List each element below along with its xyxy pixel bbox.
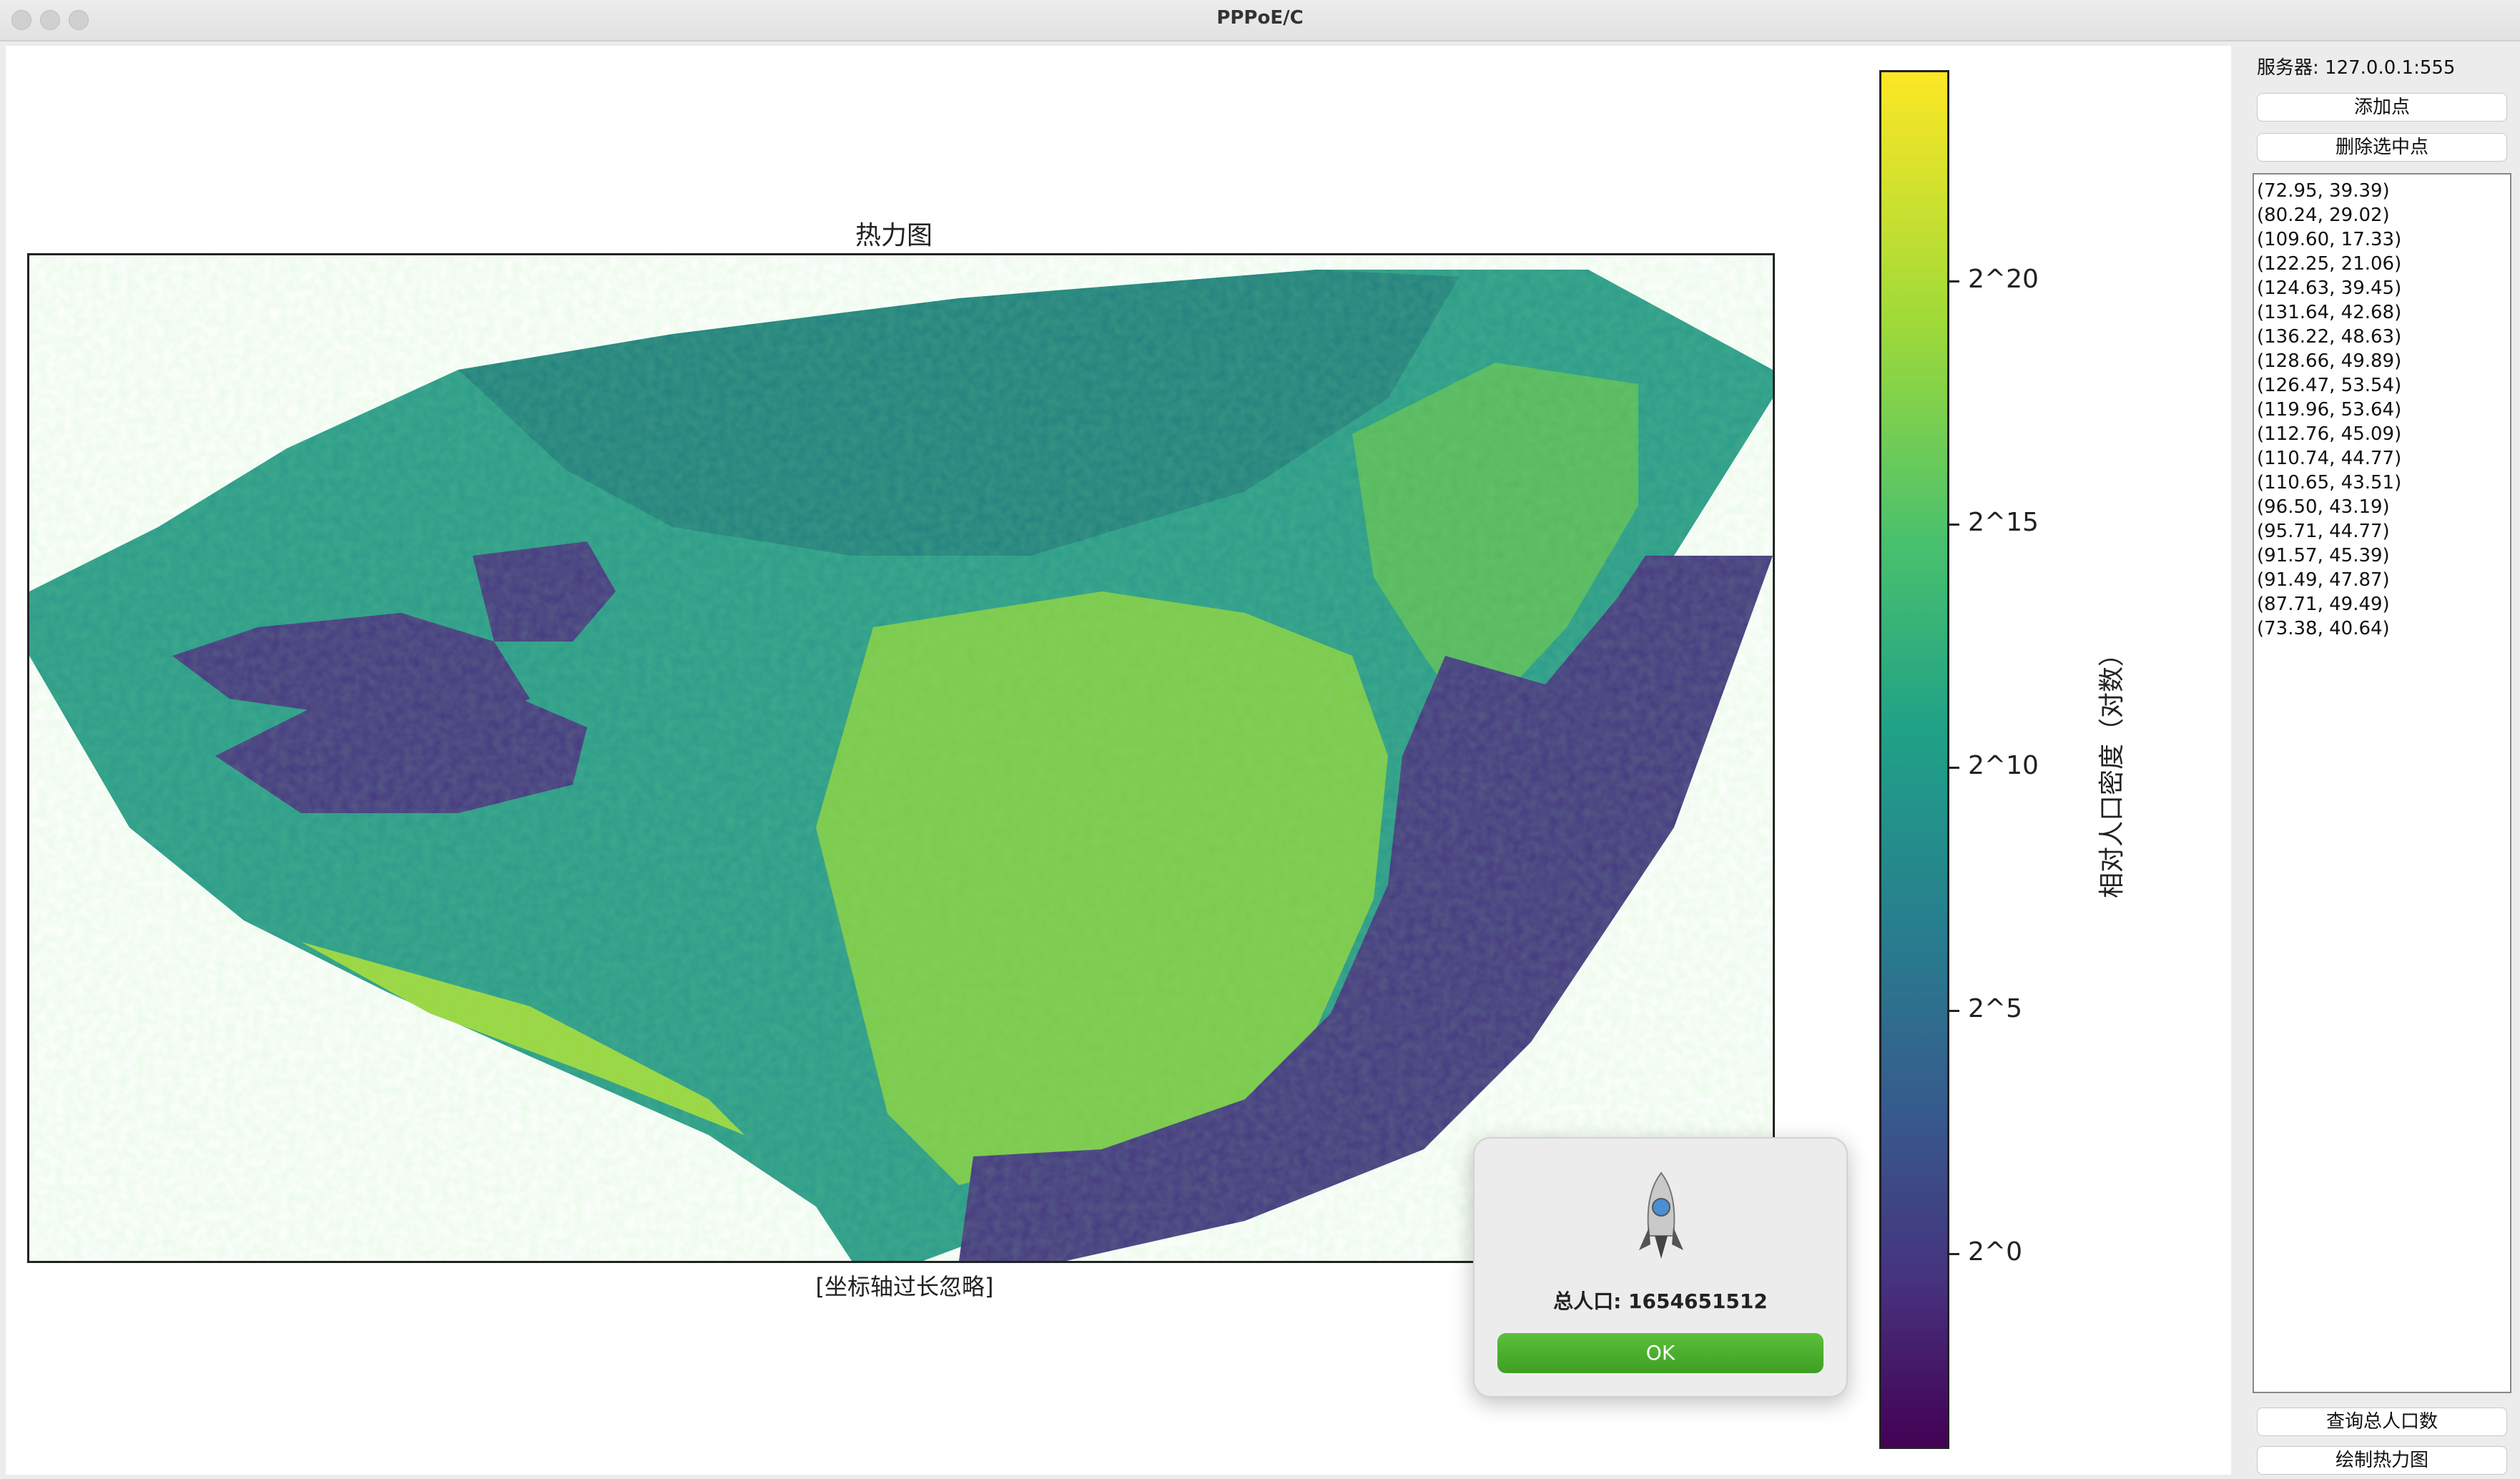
- list-item[interactable]: (72.95, 39.39): [2257, 180, 2390, 202]
- heatmap-image: [29, 255, 1773, 1261]
- list-item[interactable]: (112.76, 45.09): [2257, 423, 2402, 445]
- minimize-window-button[interactable]: [40, 10, 60, 30]
- list-item[interactable]: (91.49, 47.87): [2257, 569, 2390, 591]
- list-item[interactable]: (73.38, 40.64): [2257, 618, 2390, 639]
- colorbar-tick-label: 2^15: [1968, 508, 2039, 537]
- points-list[interactable]: (72.95, 39.39) (80.24, 29.02) (109.60, 1…: [2253, 173, 2511, 1393]
- rocket-icon: [1636, 1170, 1686, 1263]
- list-item[interactable]: (95.71, 44.77): [2257, 521, 2390, 542]
- draw-heatmap-button[interactable]: 绘制热力图: [2257, 1446, 2507, 1475]
- colorbar-tick-label: 2^20: [1968, 265, 2039, 294]
- colorbar-tick-label: 2^0: [1968, 1237, 2022, 1267]
- list-item[interactable]: (110.65, 43.51): [2257, 472, 2402, 493]
- colorbar-tick-label: 2^5: [1968, 994, 2022, 1023]
- delete-selected-point-button[interactable]: 删除选中点: [2257, 133, 2507, 162]
- list-item[interactable]: (87.71, 49.49): [2257, 594, 2390, 615]
- colorbar-tick-label: 2^10: [1968, 751, 2039, 780]
- list-item[interactable]: (96.50, 43.19): [2257, 496, 2390, 518]
- ok-button[interactable]: OK: [1497, 1333, 1823, 1373]
- query-total-population-button[interactable]: 查询总人口数: [2257, 1407, 2507, 1436]
- list-item[interactable]: (136.22, 48.63): [2257, 326, 2402, 348]
- list-item[interactable]: (109.60, 17.33): [2257, 229, 2402, 250]
- list-item[interactable]: (80.24, 29.02): [2257, 205, 2390, 226]
- axes-caption: [坐标轴过长忽略]: [815, 1273, 994, 1300]
- colorbar-tick: [1949, 1010, 1959, 1012]
- colorbar: [1879, 70, 1949, 1449]
- heatmap-axes: [27, 253, 1775, 1263]
- server-label: 服务器: 127.0.0.1:555: [2257, 57, 2456, 79]
- list-item[interactable]: (126.47, 53.54): [2257, 375, 2402, 396]
- list-item[interactable]: (119.96, 53.64): [2257, 399, 2402, 421]
- list-item[interactable]: (124.63, 39.45): [2257, 277, 2402, 299]
- list-item[interactable]: (122.25, 21.06): [2257, 253, 2402, 275]
- heatmap-title: 热力图: [855, 221, 932, 250]
- control-sidebar: 服务器: 127.0.0.1:555 添加点 删除选中点 (72.95, 39.…: [2240, 46, 2520, 1479]
- list-item[interactable]: (110.74, 44.77): [2257, 448, 2402, 469]
- colorbar-tick: [1949, 280, 1959, 282]
- colorbar-tick: [1949, 524, 1959, 526]
- list-item[interactable]: (128.66, 49.89): [2257, 350, 2402, 372]
- population-alert-dialog: 总人口: 1654651512 OK: [1473, 1137, 1848, 1397]
- add-point-button[interactable]: 添加点: [2257, 93, 2507, 122]
- window-title: PPPoE/C: [1216, 7, 1304, 29]
- title-bar: PPPoE/C: [0, 0, 2520, 41]
- total-population-message: 总人口: 1654651512: [1553, 1289, 1768, 1313]
- list-item[interactable]: (91.57, 45.39): [2257, 545, 2390, 566]
- zoom-window-button[interactable]: [69, 10, 89, 30]
- close-window-button[interactable]: [11, 10, 31, 30]
- colorbar-tick: [1949, 1253, 1959, 1255]
- colorbar-tick: [1949, 767, 1959, 769]
- list-item[interactable]: (131.64, 42.68): [2257, 302, 2402, 323]
- colorbar-label: 相对人口密度（对数）: [2097, 641, 2127, 899]
